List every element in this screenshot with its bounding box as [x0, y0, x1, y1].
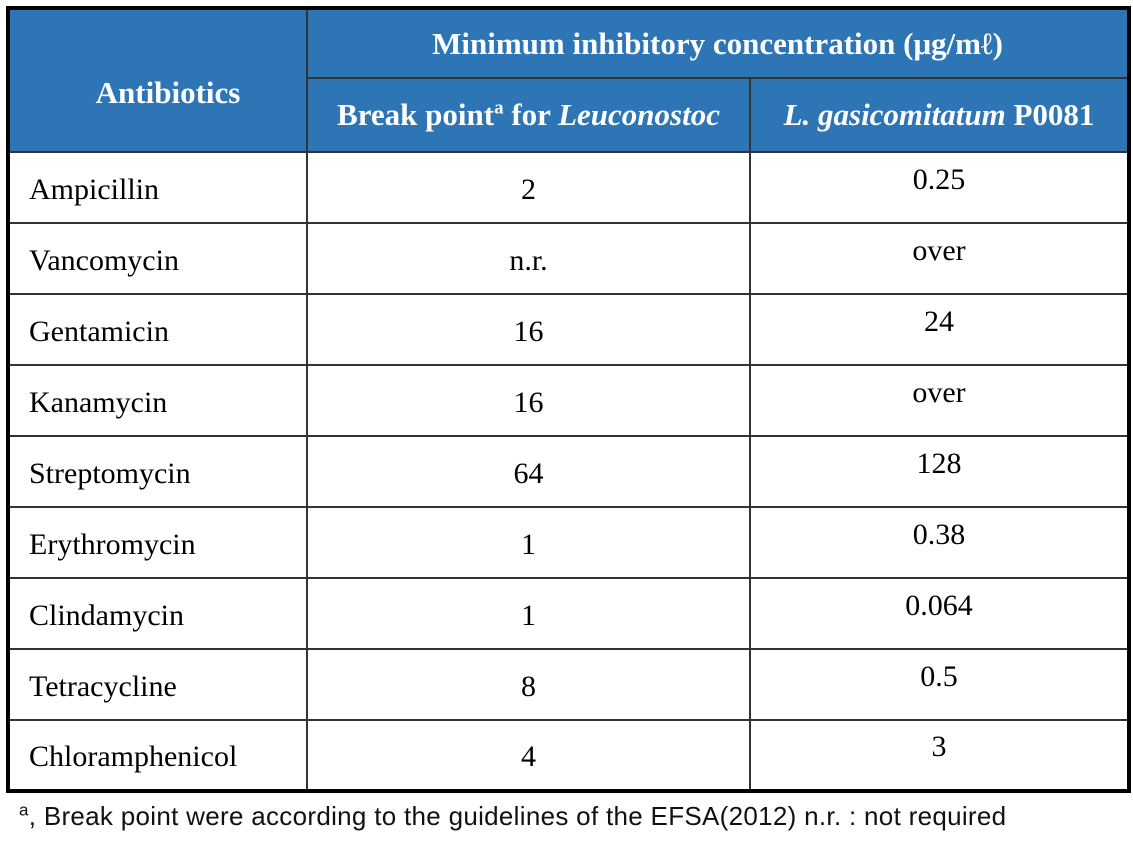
break-point-cell-label: n.r.: [509, 243, 548, 277]
antibiotic-cell-label: Gentamicin: [29, 314, 169, 348]
table-row: Clindamycin 1 0.064: [7, 577, 1130, 650]
antibiotic-cell: Clindamycin: [7, 577, 308, 650]
antibiotics-header-label: Antibiotics: [95, 74, 241, 110]
table-row: Tetracycline 8 0.5: [7, 648, 1130, 721]
mic-value-cell-label: over: [912, 233, 966, 267]
antibiotic-cell-label: Vancomycin: [29, 243, 179, 277]
break-point-superscript: a: [494, 97, 504, 119]
table-row: Erythromycin 1 0.38: [7, 506, 1130, 579]
break-point-cell: 1: [306, 506, 751, 579]
antibiotic-cell: Streptomycin: [7, 435, 308, 508]
antibiotic-cell-label: Clindamycin: [29, 598, 184, 632]
antibiotic-cell: Chloramphenicol: [7, 719, 308, 792]
mic-value-cell-label: 0.5: [920, 659, 958, 693]
break-point-cell: 1: [306, 577, 751, 650]
antibiotic-cell: Tetracycline: [7, 648, 308, 721]
break-point-cell: 16: [306, 364, 751, 437]
break-point-header-cell: Break pointa for Leuconostoc: [306, 77, 751, 153]
break-point-cell: 64: [306, 435, 751, 508]
antibiotic-cell-label: Tetracycline: [29, 669, 177, 703]
break-point-cell-label: 64: [513, 456, 544, 490]
table-row: Ampicillin 2 0.25: [7, 151, 1130, 224]
mic-value-cell: over: [749, 364, 1130, 437]
break-point-cell-label: 1: [521, 527, 536, 561]
mic-value-cell: 0.25: [749, 151, 1130, 224]
antibiotics-header-cell: Antibiotics: [7, 7, 308, 153]
table-row: Vancomycin n.r. over: [7, 222, 1130, 295]
table-row: Gentamicin 16 24: [7, 293, 1130, 366]
antibiotic-cell: Erythromycin: [7, 506, 308, 579]
break-point-header-label: Break pointa for Leuconostoc: [337, 97, 720, 132]
mic-value-cell: 0.38: [749, 506, 1130, 579]
table-row: Kanamycin 16 over: [7, 364, 1130, 437]
mic-value-cell-label: 0.064: [905, 588, 973, 622]
break-point-cell-label: 2: [521, 172, 536, 206]
mic-value-cell: over: [749, 222, 1130, 295]
table-header: Antibiotics Minimum inhibitory concentra…: [7, 7, 1130, 153]
break-point-cell: 4: [306, 719, 751, 792]
table-body: Ampicillin 2 0.25 Vancomycin n.r. over Gentami…: [7, 151, 1130, 792]
break-point-cell-label: 8: [521, 669, 536, 703]
footnote: a, Break point were according to the gui…: [19, 801, 1127, 832]
mic-value-cell-label: 128: [916, 446, 962, 480]
footnote-superscript: a: [19, 800, 29, 820]
antibiotic-cell: Vancomycin: [7, 222, 308, 295]
mic-value-cell: 0.064: [749, 577, 1130, 650]
mic-value-cell-label: 3: [931, 730, 947, 763]
antibiotic-cell-label: Ampicillin: [29, 172, 159, 206]
break-point-cell: 2: [306, 151, 751, 224]
header-row-top: Antibiotics Minimum inhibitory concentra…: [7, 7, 1130, 153]
strain-header-label: L. gasicomitatum P0081: [784, 97, 1095, 132]
mic-value-cell: 3: [749, 719, 1130, 792]
break-point-cell: 16: [306, 293, 751, 366]
antibiotic-cell: Gentamicin: [7, 293, 308, 366]
break-point-cell-label: 16: [513, 385, 544, 419]
break-point-cell-label: 4: [521, 740, 536, 773]
mic-title-cell: Minimum inhibitory concentration (μg/mℓ): [306, 7, 1130, 79]
break-point-cell-label: 16: [513, 314, 544, 348]
header-row-sub: Break pointa for Leuconostoc L. gasicomi…: [8, 77, 1130, 153]
antibiotic-cell: Kanamycin: [7, 364, 308, 437]
table-row: Chloramphenicol 4 3: [7, 719, 1130, 792]
antibiotic-cell-label: Streptomycin: [29, 456, 191, 490]
mic-table: Antibiotics Minimum inhibitory concentra…: [6, 6, 1131, 793]
break-point-cell-label: 1: [521, 598, 536, 632]
footnote-text: , Break point were according to the guid…: [28, 801, 1007, 831]
mic-value-cell: 0.5: [749, 648, 1130, 721]
antibiotic-cell-label: Kanamycin: [29, 385, 168, 419]
mic-title-label: Minimum inhibitory concentration (μg/mℓ): [432, 25, 1003, 61]
antibiotic-cell-label: Chloramphenicol: [29, 740, 238, 773]
mic-value-cell-label: over: [912, 375, 966, 409]
break-point-cell: n.r.: [306, 222, 751, 295]
mic-value-cell: 128: [749, 435, 1130, 508]
strain-header-cell: L. gasicomitatum P0081: [749, 77, 1130, 153]
break-point-cell: 8: [306, 648, 751, 721]
antibiotic-cell: Ampicillin: [7, 151, 308, 224]
table-row: Streptomycin 64 128: [7, 435, 1130, 508]
strain-species-label: L. gasicomitatum: [783, 97, 1006, 132]
mic-value-cell-label: 24: [924, 304, 954, 338]
leuconostoc-genus-label: Leuconostoc: [558, 97, 720, 132]
mic-value-cell-label: 0.38: [912, 517, 966, 551]
antibiotic-cell-label: Erythromycin: [29, 527, 196, 561]
mic-value-cell: 24: [749, 293, 1130, 366]
mic-value-cell-label: 0.25: [912, 162, 966, 196]
strain-code-label: P0081: [1005, 97, 1095, 132]
